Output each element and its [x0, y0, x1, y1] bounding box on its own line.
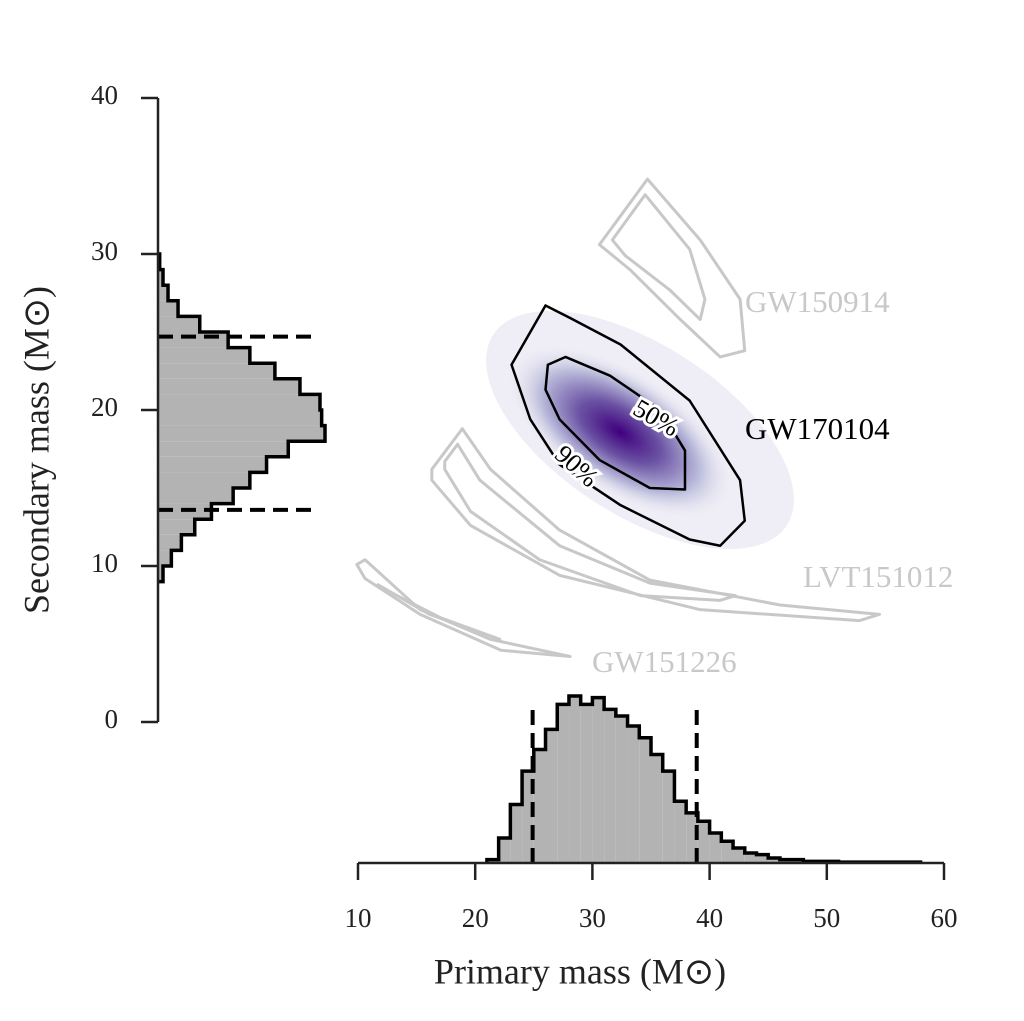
x-tick-label: 60 [931, 903, 958, 933]
histogram-bar [768, 857, 780, 863]
histogram-bar [158, 441, 289, 457]
x-axis-label: Primary mass (M⊙) [434, 951, 726, 991]
contour-line [544, 355, 687, 491]
x-tick-label: 40 [696, 903, 723, 933]
y-tick-label: 40 [91, 80, 118, 110]
histogram-bar [662, 771, 675, 863]
histogram-bar [545, 729, 558, 863]
event-label: GW150914 [745, 284, 890, 319]
histogram-bar [158, 425, 325, 442]
histogram-bar [158, 347, 250, 364]
histogram-bar [557, 704, 569, 863]
contour-line [376, 583, 502, 641]
histogram-bar [158, 269, 164, 286]
x-tick-label: 30 [579, 903, 606, 933]
histogram-bar [158, 410, 322, 426]
histogram-bar [604, 709, 616, 863]
event-label: GW170104 [745, 411, 890, 446]
histogram-bar [756, 854, 769, 863]
contour-line [355, 558, 572, 658]
event-label: GW151226 [592, 644, 737, 679]
x-tick-label: 10 [345, 903, 372, 933]
histogram-bar [639, 737, 651, 863]
histogram-bar [158, 316, 200, 332]
histogram-outline [157, 252, 327, 584]
histogram-bar [158, 332, 229, 348]
histogram-bar [158, 566, 164, 582]
contour-line [443, 442, 737, 602]
event-label: LVT151012 [803, 559, 953, 594]
histogram-bar [510, 804, 523, 863]
histogram-bar [686, 812, 698, 863]
histogram-bar [158, 394, 320, 410]
y-tick-label: 0 [105, 704, 119, 734]
histogram-bar [158, 378, 300, 395]
contour-line [610, 193, 707, 322]
histogram-bar [592, 697, 605, 863]
histogram-bar [158, 472, 250, 488]
histogram-bar [674, 801, 687, 863]
y-tick-label: 20 [91, 392, 118, 422]
x-tick-label: 20 [462, 903, 489, 933]
contour-line [597, 177, 747, 359]
histogram-bar [615, 716, 628, 863]
y-tick-label: 30 [91, 236, 118, 266]
histogram-bar [627, 726, 640, 863]
histogram-bar [580, 704, 593, 863]
histogram-bar [522, 771, 534, 863]
histogram-bar [744, 852, 757, 863]
histogram-bar [158, 363, 275, 379]
histogram-bar [709, 832, 722, 863]
histogram-bar [733, 847, 745, 863]
histogram-bar [158, 300, 179, 317]
histogram-bar [721, 841, 734, 863]
histogram-bar [158, 534, 182, 551]
x-tick-label: 50 [813, 903, 840, 933]
histogram-bar [158, 285, 169, 301]
density-shading [486, 310, 794, 550]
histogram-bar [651, 754, 663, 863]
histogram-bar [158, 550, 172, 566]
histogram-outline [485, 694, 923, 864]
contour-line [430, 427, 882, 623]
contour-line [510, 304, 747, 547]
histogram-bar [498, 837, 511, 863]
histogram-bar [158, 519, 195, 535]
histogram-bar [697, 821, 710, 863]
histogram-bar [568, 696, 581, 863]
y-axis-label: Secondary mass (M⊙) [16, 286, 56, 614]
y-tick-label: 10 [91, 548, 118, 578]
histogram-bar [533, 749, 546, 863]
histogram-bar [158, 488, 234, 504]
histogram-bar [158, 456, 267, 473]
